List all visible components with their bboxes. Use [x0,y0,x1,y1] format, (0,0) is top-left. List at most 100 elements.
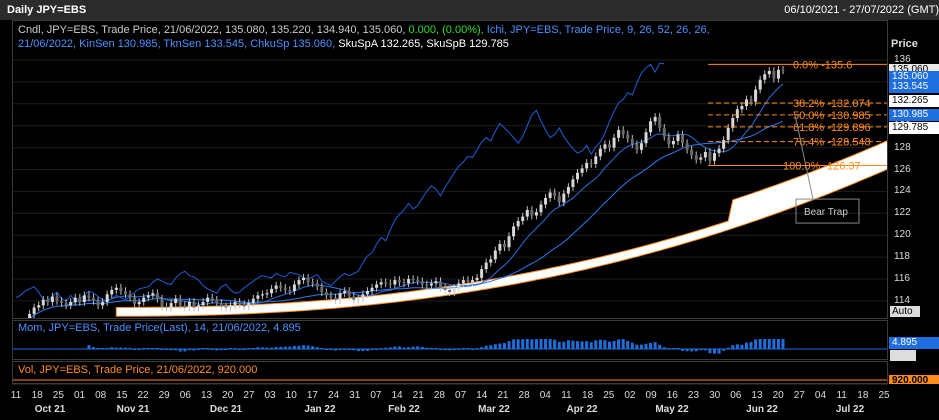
price-pane[interactable]: 0.0% -135.6 38.2% -132.074 50.0% -130.985 6… [12,20,888,319]
date-month-label: Jan 22 [304,404,336,415]
momentum-bar [635,344,639,349]
candle-body [306,277,310,283]
candle-body [612,137,616,148]
candle-body [443,287,447,290]
candle-body [726,127,730,140]
momentum-bar [607,341,611,349]
chikou-line [15,62,665,302]
momentum-bar [361,349,365,352]
candle-body [397,280,401,283]
date-month-label: Jun 22 [746,404,778,415]
date-month-label: Mar 22 [478,404,510,415]
senkou-values: SkuSpA 132.265, SkuSpB 129.785 [338,38,509,50]
fib-label: 0.0% -135.6 [793,59,852,71]
momentum-pane[interactable] [12,320,888,360]
date-day-label: 18 [582,390,594,401]
momentum-bar [311,346,315,349]
momentum-bar [260,347,264,349]
momentum-bar [598,339,602,349]
date-month-label: Jul 22 [836,404,865,415]
momentum-bar [562,341,566,349]
price-tick: 118 [894,251,910,263]
momentum-bar [767,339,771,349]
candle-body [165,306,169,308]
candle-body [60,300,64,304]
auto-scale-button[interactable]: Auto [890,306,920,317]
candle-body [219,303,223,307]
momentum-bar [338,349,342,351]
price-badge: 132.265 [889,94,939,107]
momentum-bar [265,347,269,349]
date-day-label: 21 [413,390,425,401]
candle-body [201,301,205,306]
momentum-bar [302,345,306,349]
date-month-label: May 22 [655,404,689,415]
price-tick: 120 [894,229,911,241]
momentum-bar [443,349,447,351]
candle-body [274,285,278,289]
candle-body [649,121,653,133]
momentum-bar [758,339,762,349]
date-axis[interactable]: 11 18 25 01 08 15 22 29 06 13 20 27 03 10 17 24 31 07 14 21… [0,383,939,415]
momentum-bar [416,346,420,349]
momentum-bar [197,349,201,350]
momentum-bar [466,348,470,349]
momentum-bar [676,348,680,349]
momentum-bar [119,347,123,349]
candle-body [653,116,657,122]
momentum-bar [525,339,529,349]
momentum-bar [630,342,634,349]
momentum-bar [251,348,255,349]
date-day-label: 31 [349,390,361,401]
momentum-bar [160,349,164,350]
candle-body [484,262,488,270]
momentum-bar [146,348,150,349]
momentum-bar [722,349,726,351]
candle-body [470,280,474,283]
candle-body [598,148,602,157]
date-day-label: 25 [878,390,890,401]
momentum-bar [621,339,625,349]
candle-body [265,293,269,295]
candle-body [347,291,351,297]
candle-body [407,279,411,284]
fib-label: 50.0% -130.985 [793,110,871,122]
date-day-label: 25 [603,390,615,401]
date-day-label: 04 [540,390,552,401]
date-day-label: 15 [116,390,128,401]
fib-label: 76.4% -128.548 [793,137,871,149]
momentum-auto-button[interactable] [890,350,916,361]
candle-body [311,282,315,284]
momentum-bar [407,347,411,349]
momentum-bar [530,339,534,349]
candle-body [731,118,735,128]
candle-body [384,282,388,284]
candle-body [754,89,758,102]
candle-body [626,134,630,139]
chart-header: Daily JPY=EBS 06/10/2021 - 27/07/2022 (G… [0,0,939,20]
momentum-bar [470,349,474,350]
candle-body [105,294,109,302]
date-month-label: Nov 21 [117,404,150,415]
date-day-label: 25 [53,390,65,401]
candle-body [758,79,762,90]
momentum-bar [165,349,169,350]
candle-body [562,193,566,203]
candle-body [717,148,721,154]
candle-body [507,236,511,248]
candle-body [55,296,59,301]
date-axis-labels: 11 18 25 01 08 15 22 29 06 13 20 27 03 10 17 24 31 07 14 21… [11,383,890,415]
candle-body [334,297,338,300]
date-day-label: 03 [264,390,276,401]
candle-body [475,277,479,281]
candle-body [521,216,525,221]
momentum-bar [324,349,328,350]
momentum-bar [658,344,662,349]
momentum-bar [352,349,356,351]
momentum-bar [183,349,187,352]
date-day-label: 06 [730,390,742,401]
main-legend-line2: 21/06/2022, KinSen 130.985, TknSen 133.5… [18,38,509,51]
momentum-bar [274,346,278,349]
candle-body [375,284,379,288]
candle-body [28,314,32,318]
